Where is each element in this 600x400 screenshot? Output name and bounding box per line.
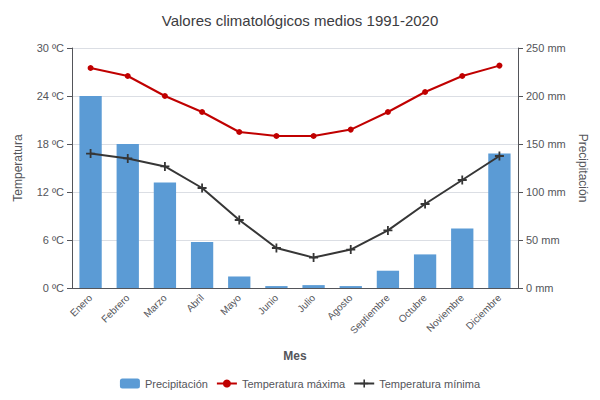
svg-text:24 ºC: 24 ºC: [37, 90, 64, 102]
svg-text:Junio: Junio: [256, 292, 281, 317]
svg-text:50 mm: 50 mm: [526, 234, 560, 246]
svg-text:100 mm: 100 mm: [526, 186, 566, 198]
svg-text:Temperatura mínima: Temperatura mínima: [379, 378, 481, 390]
svg-text:6 ºC: 6 ºC: [43, 234, 64, 246]
svg-text:200 mm: 200 mm: [526, 90, 566, 102]
svg-text:Octubre: Octubre: [396, 292, 429, 325]
svg-text:30 ºC: 30 ºC: [37, 42, 64, 54]
svg-text:0 mm: 0 mm: [526, 282, 554, 294]
svg-text:Julio: Julio: [295, 292, 318, 315]
svg-text:Temperatura: Temperatura: [11, 134, 25, 202]
svg-text:Abril: Abril: [184, 292, 206, 314]
svg-text:Temperatura máxima: Temperatura máxima: [242, 378, 346, 390]
svg-text:18 ºC: 18 ºC: [37, 138, 64, 150]
svg-text:Agosto: Agosto: [325, 292, 355, 322]
svg-text:0 ºC: 0 ºC: [43, 282, 64, 294]
svg-text:Marzo: Marzo: [141, 292, 169, 320]
svg-text:150 mm: 150 mm: [526, 138, 566, 150]
svg-text:Febrero: Febrero: [99, 292, 132, 325]
svg-text:Valores climatológicos medios: Valores climatológicos medios 1991-2020: [162, 12, 439, 29]
svg-text:Precipitación: Precipitación: [576, 134, 590, 203]
svg-text:Septiembre: Septiembre: [348, 292, 392, 336]
svg-text:Mes: Mes: [283, 349, 307, 363]
svg-text:Noviembre: Noviembre: [424, 292, 466, 334]
svg-text:Diciembre: Diciembre: [464, 292, 504, 332]
svg-text:Mayo: Mayo: [218, 292, 243, 317]
svg-text:Precipitación: Precipitación: [145, 378, 208, 390]
svg-text:12 ºC: 12 ºC: [37, 186, 64, 198]
svg-text:250 mm: 250 mm: [526, 42, 566, 54]
svg-text:Enero: Enero: [68, 292, 95, 319]
